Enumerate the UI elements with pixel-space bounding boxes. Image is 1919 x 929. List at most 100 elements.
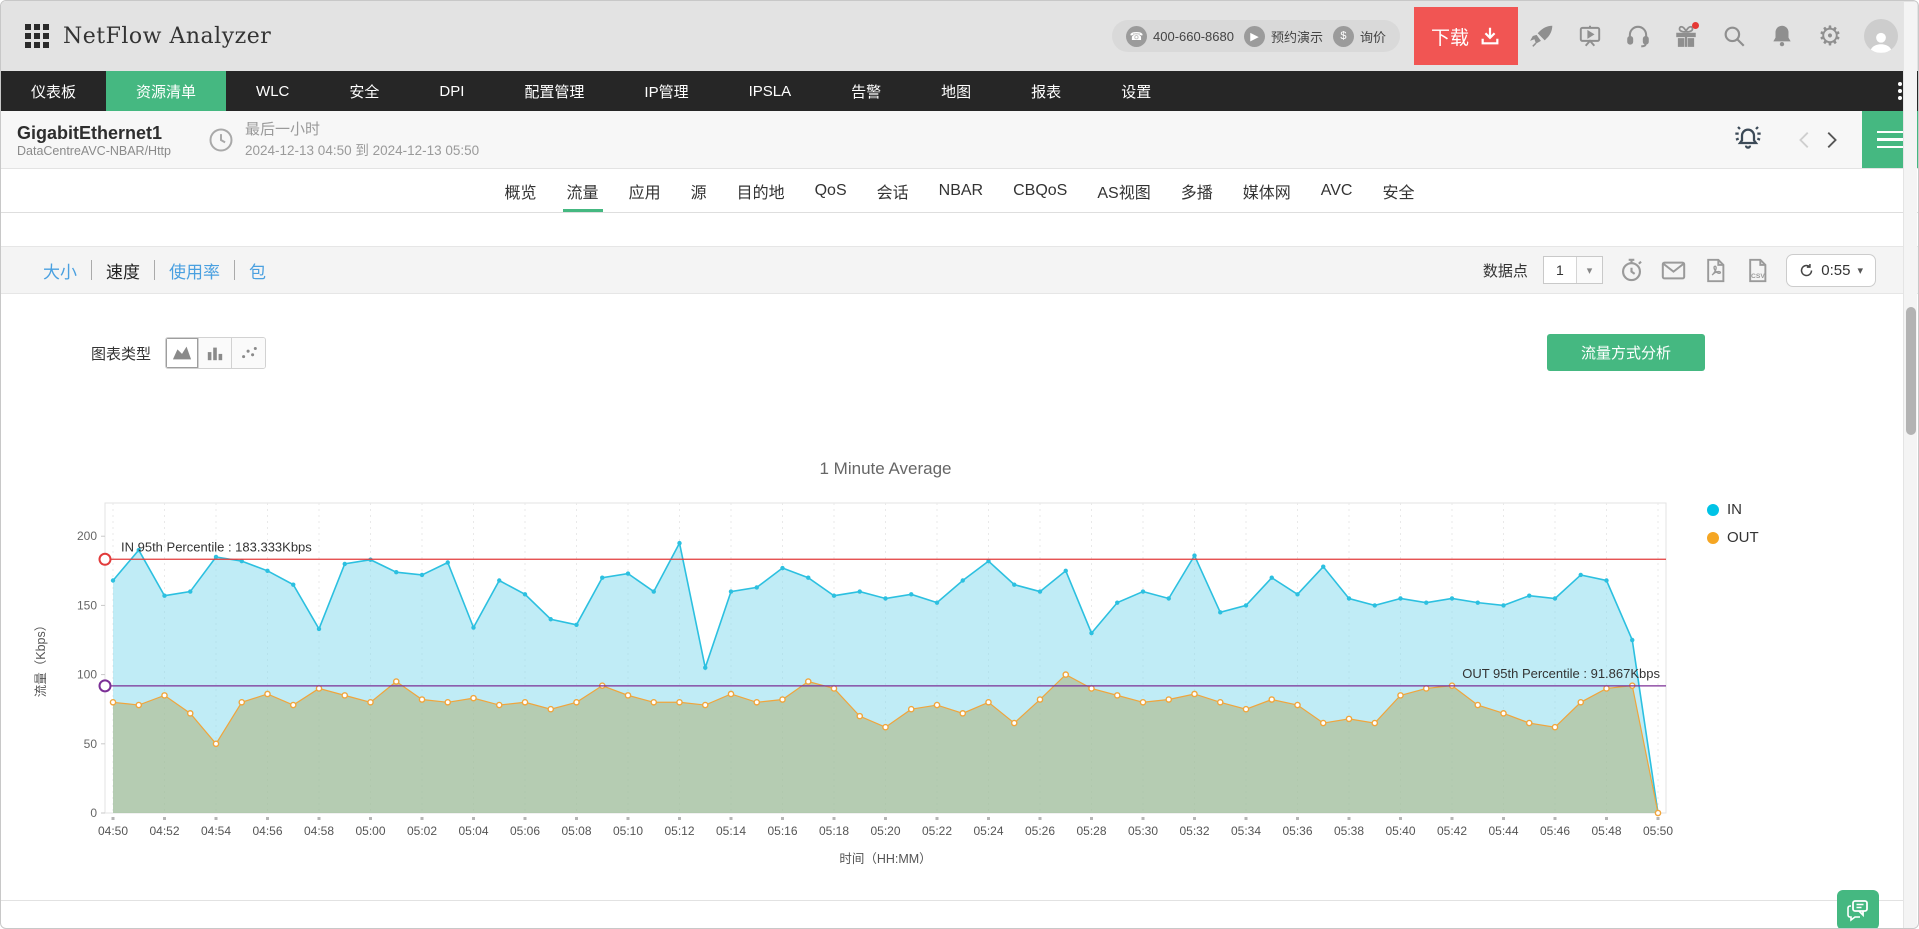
top-header: NetFlow Analyzer ☎ 400-660-8680 ▶ 预约演示 $… — [1, 1, 1918, 71]
tab[interactable]: 流量 — [562, 169, 603, 212]
legend-item[interactable]: OUT — [1707, 529, 1759, 546]
mail-icon[interactable] — [1660, 257, 1687, 284]
presentation-icon[interactable] — [1576, 22, 1604, 50]
view-tabs: 概览 流量 应用 源 目的地 QoS 会话 NBAR CBQoS AS视图 多播 媒体网 AVC 安全 — [1, 169, 1918, 213]
tab[interactable]: 安全 — [1382, 184, 1415, 202]
chevron-left-icon[interactable] — [1792, 127, 1818, 153]
nav-item[interactable]: 资源清单 — [106, 71, 227, 111]
chart-legend: IN OUT — [1707, 501, 1759, 546]
tab[interactable]: 应用 — [628, 184, 661, 202]
tab[interactable]: 概览 — [504, 184, 537, 202]
gift-badge — [1692, 22, 1699, 29]
tab[interactable]: AVC — [1320, 181, 1353, 199]
csv-export-icon[interactable]: CSV — [1744, 257, 1771, 284]
chart-type-row: 图表类型 — [91, 337, 267, 369]
svg-text:05:40: 05:40 — [1385, 824, 1415, 838]
schedule-icon[interactable] — [1618, 257, 1645, 284]
nav-overflow-icon[interactable] — [1882, 71, 1918, 111]
svg-text:200: 200 — [77, 529, 97, 543]
view-option[interactable]: 大小 — [43, 262, 77, 282]
time-range-picker[interactable]: 最后一小时 2024-12-13 04:50 到 2024-12-13 05:5… — [207, 120, 479, 159]
tab[interactable]: CBQoS — [1013, 181, 1068, 199]
svg-text:OUT 95th Percentile : 91.867Kb: OUT 95th Percentile : 91.867Kbps — [1462, 666, 1660, 681]
nav-item[interactable]: 设置 — [1121, 83, 1152, 101]
svg-text:05:04: 05:04 — [458, 824, 488, 838]
svg-text:04:50: 04:50 — [98, 824, 128, 838]
interface-subtitle: DataCentreAVC-NBAR/Http — [17, 143, 171, 158]
view-option[interactable]: 包 — [249, 262, 266, 282]
chart-type-scatter-button[interactable] — [232, 338, 266, 368]
chevron-right-icon[interactable] — [1818, 127, 1844, 153]
nav-item[interactable]: DPI — [439, 82, 465, 100]
chart-type-area-button[interactable] — [166, 338, 200, 368]
nav-item[interactable]: 报表 — [1031, 83, 1062, 101]
tab[interactable]: 多播 — [1180, 184, 1213, 202]
legend-item[interactable]: IN — [1707, 501, 1759, 518]
refresh-countdown: 0:55 — [1821, 261, 1851, 279]
nav-item[interactable]: WLC — [256, 82, 290, 100]
tab[interactable]: 目的地 — [736, 184, 785, 202]
tab[interactable]: 会话 — [876, 184, 909, 202]
bottom-divider — [1, 900, 1904, 901]
tab[interactable]: 源 — [690, 184, 707, 202]
traffic-analysis-button[interactable]: 流量方式分析 — [1547, 334, 1705, 371]
download-button[interactable]: 下载 — [1414, 7, 1518, 65]
traffic-chart[interactable]: 04:50 04:52 04:54 04:56 04:58 05:00 05:02 05:04… — [31, 495, 1681, 880]
svg-text:50: 50 — [84, 737, 98, 751]
alarm-bell-icon[interactable] — [1732, 121, 1764, 158]
nav-item[interactable]: 配置管理 — [524, 83, 585, 101]
apps-grid-icon[interactable] — [25, 24, 49, 48]
phone-contact[interactable]: ☎ 400-660-8680 — [1126, 25, 1234, 47]
tab[interactable]: 媒体网 — [1242, 184, 1291, 202]
tab[interactable]: QoS — [814, 181, 847, 199]
nav-item[interactable]: 地图 — [941, 83, 972, 101]
rocket-icon[interactable] — [1528, 22, 1556, 50]
header-icon-row: ⚙ — [1528, 19, 1898, 53]
nav-item[interactable]: 安全 — [349, 83, 380, 101]
price-dollar-icon: $ — [1332, 25, 1354, 47]
svg-text:05:18: 05:18 — [819, 824, 849, 838]
nav-item[interactable]: 仪表板 — [31, 83, 77, 101]
nav-item[interactable]: IPSLA — [748, 82, 792, 100]
svg-text:100: 100 — [77, 668, 97, 682]
scrollbar-thumb[interactable] — [1906, 307, 1916, 435]
svg-text:05:36: 05:36 — [1282, 824, 1312, 838]
svg-text:时间（HH:MM）: 时间（HH:MM） — [839, 852, 931, 866]
svg-text:05:44: 05:44 — [1488, 824, 1518, 838]
pdf-export-icon[interactable] — [1702, 257, 1729, 284]
avatar[interactable] — [1864, 19, 1898, 53]
gift-icon[interactable] — [1672, 22, 1700, 50]
tab[interactable]: AS视图 — [1097, 184, 1151, 202]
chart-type-bar-button[interactable] — [199, 338, 233, 368]
view-switch: 大小 速度 使用率 包 — [43, 258, 266, 283]
nav-item[interactable]: IP管理 — [644, 83, 689, 101]
svg-text:流量（Kbps）: 流量（Kbps） — [34, 619, 48, 698]
bar-chart-icon — [207, 347, 223, 361]
tab[interactable]: NBAR — [938, 181, 984, 199]
demo-play-icon: ▶ — [1243, 25, 1265, 47]
svg-text:05:14: 05:14 — [716, 824, 746, 838]
demo-link[interactable]: ▶ 预约演示 — [1243, 25, 1323, 47]
svg-text:05:38: 05:38 — [1334, 824, 1364, 838]
svg-text:IN 95th Percentile : 183.333Kb: IN 95th Percentile : 183.333Kbps — [121, 539, 312, 554]
gear-icon[interactable]: ⚙ — [1817, 20, 1843, 51]
view-option[interactable]: 使用率 — [169, 262, 220, 282]
svg-text:04:52: 04:52 — [149, 824, 179, 838]
view-option[interactable]: 速度 — [106, 262, 140, 282]
nav-item[interactable]: 告警 — [851, 83, 882, 101]
svg-text:05:20: 05:20 — [870, 824, 900, 838]
refresh-icon — [1801, 263, 1813, 276]
svg-text:05:24: 05:24 — [973, 824, 1003, 838]
headset-icon[interactable] — [1624, 22, 1652, 50]
scrollbar-track[interactable] — [1903, 2, 1917, 928]
svg-text:05:50: 05:50 — [1643, 824, 1673, 838]
search-icon[interactable] — [1720, 22, 1748, 50]
bell-icon[interactable] — [1768, 22, 1796, 50]
legend-label: IN — [1727, 501, 1742, 518]
refresh-countdown-button[interactable]: 0:55 ▾ — [1786, 253, 1876, 287]
legend-dot-icon — [1707, 503, 1719, 516]
chevron-down-icon: ▾ — [1857, 264, 1863, 277]
datapoints-select[interactable]: 1 ▾ — [1542, 256, 1604, 284]
chat-support-button[interactable] — [1837, 890, 1879, 928]
quote-link[interactable]: $ 询价 — [1332, 25, 1386, 47]
